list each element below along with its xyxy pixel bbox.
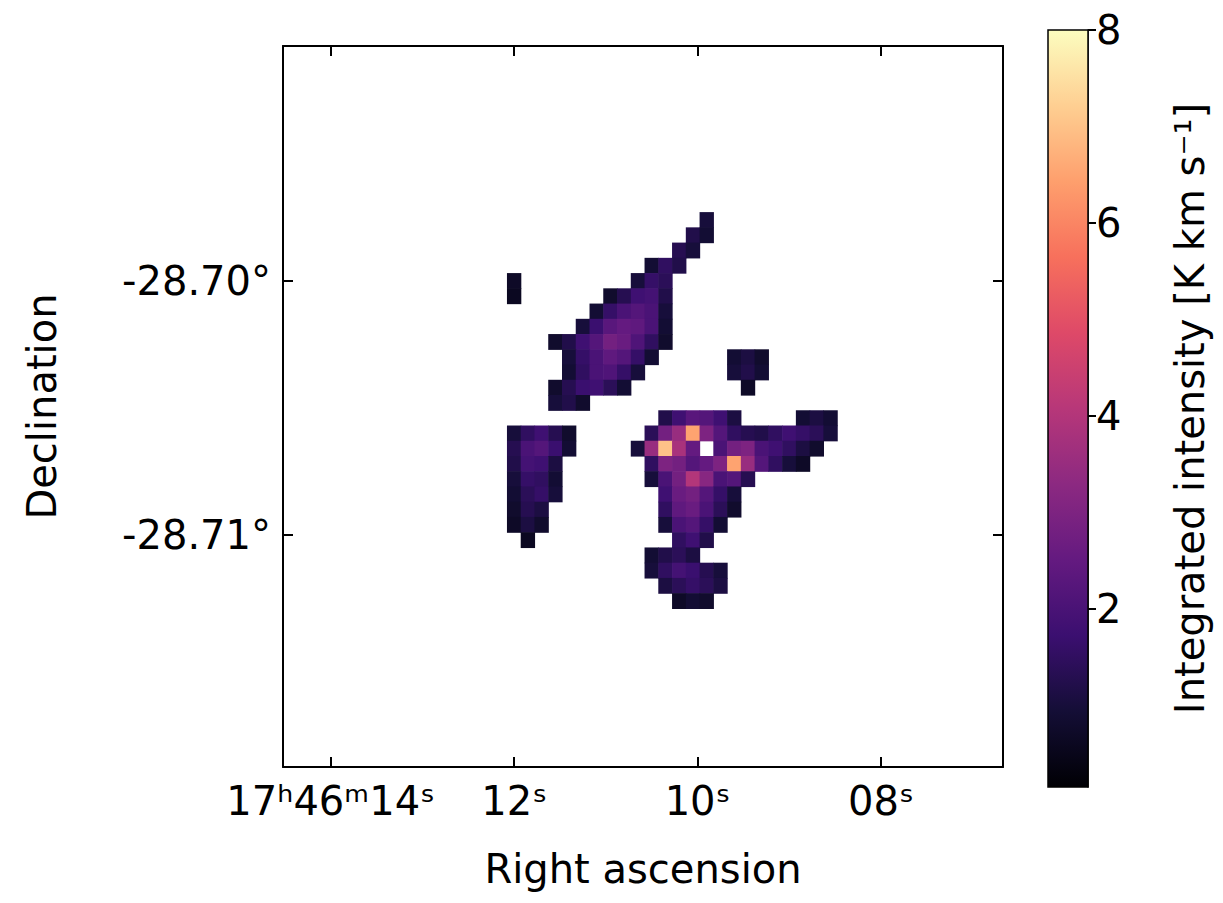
svg-text:2: 2 [1096,586,1121,632]
svg-text:-28.70°: -28.70° [122,258,271,304]
svg-text:8: 8 [1096,7,1121,53]
svg-text:Declination: Declination [19,293,65,519]
svg-text:4: 4 [1096,393,1121,439]
svg-text:Right ascension: Right ascension [484,846,801,892]
svg-text:Integrated intensity [K km s⁻¹: Integrated intensity [K km s⁻¹] [1167,103,1213,714]
svg-text:10ˢ: 10ˢ [665,778,731,824]
svg-text:-28.71°: -28.71° [122,512,271,558]
svg-text:12ˢ: 12ˢ [481,778,547,824]
svg-text:17ʰ46ᵐ14ˢ: 17ʰ46ᵐ14ˢ [226,778,435,824]
svg-text:6: 6 [1096,200,1121,246]
svg-text:08ˢ: 08ˢ [848,778,914,824]
